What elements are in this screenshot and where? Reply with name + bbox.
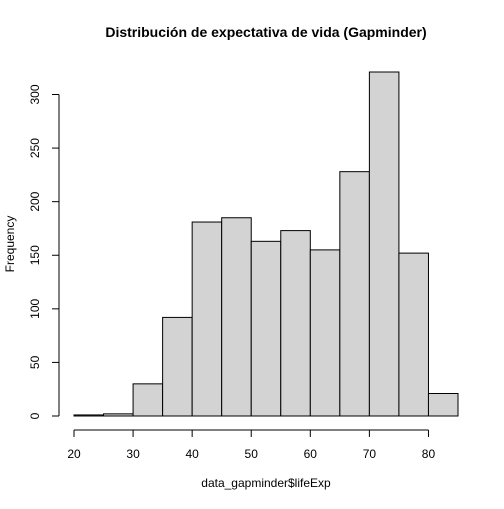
- y-tick-label: 150: [28, 245, 42, 265]
- histogram-bar: [369, 72, 399, 416]
- x-tick-label: 60: [304, 447, 318, 461]
- chart-title: Distribución de expectativa de vida (Gap…: [105, 24, 426, 40]
- histogram-bar: [428, 393, 458, 416]
- y-tick-label: 100: [28, 299, 42, 319]
- histogram-bar: [104, 414, 134, 416]
- y-tick-label: 50: [28, 355, 42, 369]
- y-axis-label: Frequency: [3, 216, 17, 273]
- y-tick-label: 0: [28, 412, 42, 419]
- x-axis: 20 30 40 50 60 70 80: [67, 430, 435, 461]
- y-tick-label: 250: [28, 138, 42, 158]
- x-tick-label: 70: [363, 447, 377, 461]
- histogram-bar: [310, 250, 340, 416]
- x-tick-label: 30: [126, 447, 140, 461]
- bars-group: [74, 72, 458, 416]
- x-tick-label: 50: [245, 447, 259, 461]
- x-tick-label: 40: [185, 447, 199, 461]
- histogram-bar: [133, 384, 163, 416]
- x-axis-label: data_gapminder$lifeExp: [201, 476, 331, 490]
- histogram-bar: [340, 172, 370, 416]
- y-tick-label: 300: [28, 84, 42, 104]
- x-tick-label: 80: [422, 447, 436, 461]
- histogram-bar: [222, 218, 252, 416]
- histogram-bar: [163, 317, 193, 416]
- histogram-bar: [74, 415, 104, 416]
- histogram-bar: [399, 253, 429, 416]
- histogram-bar: [281, 231, 311, 416]
- y-axis: 0 50 100 150 200 250 300: [28, 84, 59, 419]
- histogram-bar: [251, 241, 281, 416]
- histogram-bar: [192, 222, 222, 416]
- y-tick-label: 200: [28, 191, 42, 211]
- x-tick-label: 20: [67, 447, 81, 461]
